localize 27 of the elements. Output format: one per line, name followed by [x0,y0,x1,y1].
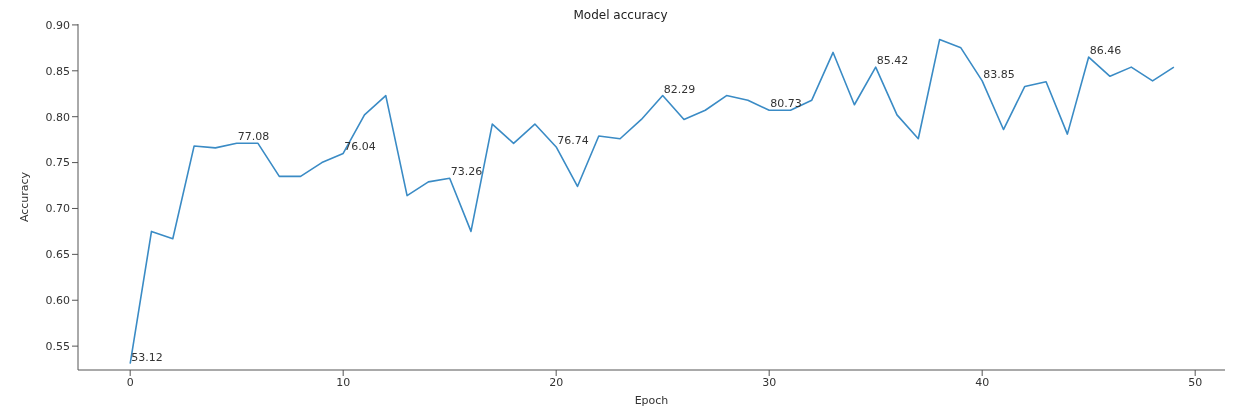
y-tick-label: 0.85 [45,64,70,78]
chart-title: Model accuracy [573,8,668,22]
annotation: 85.42 [876,54,909,68]
y-tick-label: 0.60 [45,294,70,308]
y-tick-label: 0.70 [45,202,70,216]
x-tick-label: 40 [975,375,990,389]
x-tick-label: 0 [126,375,134,389]
x-tick-label: 10 [336,375,351,389]
y-tick-label: 0.75 [45,156,70,170]
annotation: 53.12 [131,350,163,364]
x-tick-label: 50 [1188,375,1203,389]
annotation: 80.73 [770,97,802,111]
annotation: 83.85 [983,67,1015,81]
annotation: 82.29 [663,82,696,96]
annotation: 73.26 [450,165,483,179]
x-axis-title: Epoch [634,394,669,407]
annotation: 76.74 [557,133,589,147]
x-tick-label: 30 [762,375,777,389]
line-series [129,38,1175,365]
y-axis-title: Accuracy [17,171,31,223]
x-tick-label: 20 [549,375,564,389]
y-tick-label: 0.55 [45,340,70,354]
annotation: 86.46 [1089,44,1122,58]
y-tick-label: 0.90 [45,18,70,32]
y-tick-label: 0.80 [45,110,70,124]
y-tick-label: 0.65 [45,248,70,262]
annotation: 77.08 [237,130,270,144]
